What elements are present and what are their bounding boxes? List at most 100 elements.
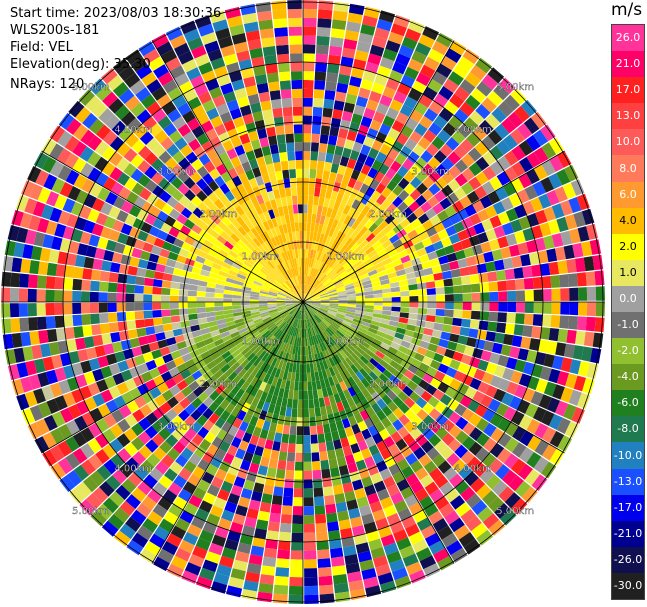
radar-gate [277,549,290,560]
radar-gate [303,159,310,169]
radar-gate [462,48,480,65]
radar-gate [374,244,385,254]
radar-gate [151,171,164,185]
radar-gate [259,202,268,213]
radar-gate [316,312,325,319]
radar-gate [295,285,300,294]
radar-gate [271,495,283,506]
radar-gate [310,222,316,232]
radar-gate [192,104,206,118]
radar-gate [468,176,482,190]
radar-gate [333,484,344,495]
radar-gate [358,32,374,45]
radar-gate [325,267,333,276]
radar-gate [496,448,512,464]
radar-gate [458,465,473,480]
radar-gate [119,500,136,516]
radar-gate [319,584,334,595]
radar-gate [410,460,424,473]
radar-gate [51,178,66,194]
radar-gate [321,276,330,285]
radar-gate [403,369,415,380]
radar-gate [91,101,108,118]
radar-gate [274,317,283,325]
radar-gate [338,232,347,243]
radar-gate [391,291,401,297]
radar-gate [309,168,317,179]
radar-gate [42,356,55,371]
radar-gate [285,303,295,305]
radar-gate [358,226,369,236]
radar-gate [334,251,342,261]
radar-gate [280,322,288,331]
radar-gate [303,151,311,160]
radar-gate [213,572,230,586]
radar-gate [102,497,119,514]
radar-gate [293,115,303,125]
radar-gate [246,274,256,281]
radar-gate [83,256,95,269]
radar-gate [326,312,336,318]
radar-gate [265,276,275,283]
radar-gate [258,244,267,254]
radar-gate [396,458,410,471]
radar-gate [407,88,422,102]
radar-gate [268,385,276,395]
radar-gate [161,280,172,289]
radar-gate [87,135,103,151]
radar-gate [125,494,141,510]
radar-gate [494,332,505,344]
radar-gate [289,335,294,345]
radar-gate [155,332,166,342]
radar-gate [152,482,168,496]
radar-gate [333,393,342,404]
radar-gate [245,374,255,384]
radar-gate [146,453,161,467]
radar-gate [240,3,256,16]
radar-gate [263,363,271,374]
radar-gate [301,293,303,302]
radar-gate [350,443,361,454]
radar-gate [249,328,259,336]
radar-gate [455,416,469,430]
radar-gate [245,257,255,266]
radar-gate [432,40,449,56]
radar-gate [390,207,402,219]
radar-gate [68,404,82,419]
radar-gate [312,335,317,345]
radar-gate [347,12,363,24]
radar-gate [389,234,400,244]
radar-gate [317,286,326,293]
radar-gate [250,376,259,387]
radar-gate [548,414,563,430]
radar-gate [25,229,37,245]
radar-gate [184,375,196,386]
radar-gate [182,131,196,144]
radar-gate [267,306,277,310]
colorbar-segment [612,51,644,78]
radar-gate [506,381,519,395]
radar-gate [296,355,301,365]
radar-gate [319,262,325,272]
radar-gate [289,577,303,587]
radar-gate [262,109,273,120]
radar-gate [287,316,294,325]
radar-gate [445,302,454,310]
radar-gate [447,398,460,411]
radar-gate [145,269,156,279]
colorbar-tick-label: 0.0 [619,291,637,305]
radar-gate [508,244,520,257]
radar-gate [422,356,433,366]
radar-gate [377,346,388,355]
radar-gate [384,333,395,342]
radar-gate [312,115,322,126]
radar-gate [324,329,331,338]
radar-gate [178,347,190,357]
radar-gate [295,231,300,241]
radar-gate [308,267,313,277]
radar-gate [132,409,145,423]
radar-gate [418,94,433,108]
radar-gate [288,585,303,596]
radar-gate [278,320,286,329]
radar-gate [457,258,468,269]
